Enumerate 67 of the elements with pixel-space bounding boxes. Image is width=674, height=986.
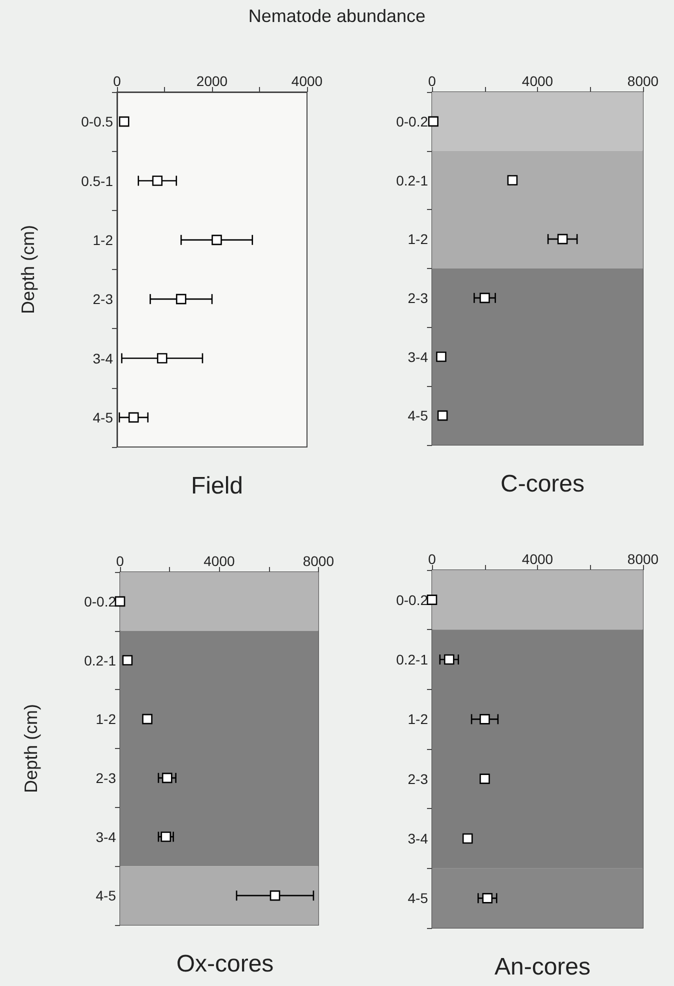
point bbox=[122, 655, 133, 666]
point bbox=[557, 234, 568, 244]
y-tick-label: 0-0.2 bbox=[84, 593, 116, 610]
x-tick-label: 8000 bbox=[627, 73, 659, 89]
y-tick-label: 2-3 bbox=[408, 770, 428, 787]
point bbox=[436, 352, 446, 362]
point bbox=[426, 594, 438, 605]
point bbox=[160, 832, 172, 842]
point bbox=[482, 893, 493, 904]
y-tick-label: 3-4 bbox=[408, 348, 428, 365]
y-tick-label: 0.2-1 bbox=[84, 652, 116, 668]
y-tick-label: 4-5 bbox=[92, 409, 114, 426]
point bbox=[507, 175, 518, 186]
x-tick-label: 2000 bbox=[196, 73, 228, 89]
point bbox=[437, 410, 448, 421]
y-tick-label: 2-3 bbox=[96, 770, 116, 786]
point bbox=[428, 116, 438, 127]
y-tick-label: 0-0.2 bbox=[396, 113, 428, 130]
y-tick-label: 3-4 bbox=[92, 350, 114, 366]
y-tick-label: 0-0.2 bbox=[396, 592, 428, 608]
x-tick-label: 8000 bbox=[302, 553, 334, 569]
point bbox=[480, 774, 490, 784]
y-tick-label: 2-3 bbox=[92, 291, 114, 308]
point bbox=[480, 714, 490, 724]
point bbox=[480, 292, 490, 304]
y-tick-label: 3-4 bbox=[408, 830, 428, 846]
point bbox=[270, 890, 280, 901]
y-tick-label: 4-5 bbox=[408, 890, 428, 906]
y-tick-label: 1-2 bbox=[92, 232, 114, 248]
x-tick-label: 0 bbox=[116, 553, 124, 569]
x-tick-label: 0 bbox=[428, 73, 436, 89]
y-tick-label: 0.2-1 bbox=[396, 172, 428, 188]
y-tick-label: 0.2-1 bbox=[396, 652, 428, 668]
point bbox=[142, 714, 152, 724]
point bbox=[128, 412, 139, 423]
text: C-cores bbox=[500, 470, 585, 498]
text: Field bbox=[190, 472, 244, 500]
text: Ox-cores bbox=[176, 950, 274, 978]
point bbox=[176, 294, 186, 304]
x-tick-label: 4000 bbox=[522, 551, 554, 567]
point bbox=[462, 833, 473, 844]
point bbox=[114, 596, 126, 607]
y-tick-label: 1-2 bbox=[408, 711, 428, 728]
y-tick-label: 0-0.5 bbox=[81, 114, 114, 130]
x-tick-label: 4000 bbox=[291, 73, 323, 89]
x-tick-label: 0 bbox=[113, 73, 122, 89]
y-tick-label: 4-5 bbox=[96, 888, 116, 904]
y-axis-title: Depth (cm) bbox=[21, 704, 41, 794]
point bbox=[162, 772, 172, 784]
y-tick-label: 3-4 bbox=[96, 828, 116, 845]
point bbox=[212, 234, 222, 246]
y-tick-label: 1-2 bbox=[96, 711, 116, 728]
x-tick-label: 8000 bbox=[627, 551, 659, 567]
x-tick-label: 4000 bbox=[522, 73, 554, 89]
x-tick-label: 0 bbox=[428, 551, 436, 567]
text: An-cores bbox=[494, 954, 591, 980]
point bbox=[444, 654, 454, 665]
x-tick-label: 4000 bbox=[204, 553, 235, 569]
y-tick-label: 4-5 bbox=[408, 408, 428, 424]
point bbox=[152, 176, 163, 186]
y-tick-label: 0.5-1 bbox=[81, 172, 114, 189]
point bbox=[118, 116, 130, 127]
y-axis-title: Depth (cm) bbox=[18, 224, 38, 314]
point bbox=[156, 353, 168, 364]
y-tick-label: 1-2 bbox=[408, 231, 428, 248]
y-tick-label: 2-3 bbox=[408, 290, 428, 306]
x-axis-title: Nematode abundance bbox=[247, 6, 427, 27]
